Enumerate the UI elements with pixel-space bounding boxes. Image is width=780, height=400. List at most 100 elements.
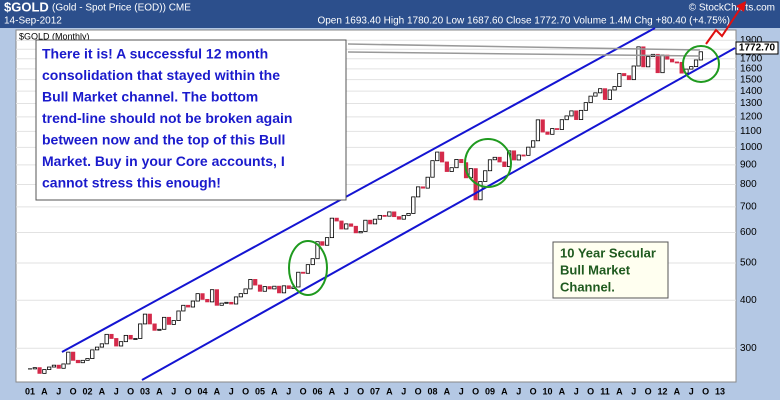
x-tick-label: J xyxy=(114,386,119,396)
candle xyxy=(66,351,71,365)
annotation-line: 10 Year Secular xyxy=(560,245,656,260)
candle xyxy=(607,89,612,100)
x-tick-label: A xyxy=(386,386,393,396)
y-tick-label: 1900 xyxy=(740,35,763,46)
pointer xyxy=(347,51,701,57)
candle xyxy=(626,75,632,81)
x-tick-label: O xyxy=(242,386,249,396)
candle xyxy=(118,341,124,347)
candle xyxy=(205,298,210,303)
candle xyxy=(176,310,181,321)
source: © StockCharts.com xyxy=(689,3,775,14)
x-tick-label: 08 xyxy=(427,386,437,396)
candle xyxy=(368,219,373,225)
x-tick-label: O xyxy=(702,386,709,396)
candle xyxy=(420,186,426,189)
x-tick-label: 09 xyxy=(485,386,495,396)
pointer xyxy=(347,43,701,51)
candle xyxy=(229,301,234,305)
candle xyxy=(133,338,138,340)
y-tick-label: 600 xyxy=(740,227,757,238)
circle xyxy=(682,45,720,83)
y-tick-label: 700 xyxy=(740,201,757,212)
candle xyxy=(382,214,387,217)
x-tick-label: O xyxy=(472,386,479,396)
x-tick-label: 13 xyxy=(715,386,725,396)
candle xyxy=(598,88,603,94)
candle xyxy=(564,115,569,121)
candle xyxy=(32,367,37,370)
candle xyxy=(277,285,282,294)
candle xyxy=(109,333,114,339)
x-tick-label: A xyxy=(214,386,221,396)
x-tick-label: J xyxy=(171,386,176,396)
candle xyxy=(492,156,497,161)
candle xyxy=(56,364,61,369)
x-tick-label: O xyxy=(185,386,192,396)
candle xyxy=(310,258,315,266)
candle xyxy=(224,301,229,304)
x-tick-label: A xyxy=(329,386,336,396)
candle xyxy=(157,328,162,331)
candle xyxy=(320,241,325,246)
x-tick-label: O xyxy=(645,386,652,396)
x-tick-label: O xyxy=(127,386,134,396)
annotation-line: Bull Market xyxy=(560,262,631,277)
candle xyxy=(396,216,402,220)
candle xyxy=(449,167,454,172)
candle xyxy=(329,217,334,239)
candle xyxy=(296,271,301,288)
candle xyxy=(166,316,172,325)
y-tick-label: 1200 xyxy=(740,112,763,123)
candle xyxy=(94,346,100,351)
candle xyxy=(281,285,287,294)
candle xyxy=(257,284,263,292)
candle xyxy=(339,220,344,230)
candle xyxy=(214,289,219,306)
x-tick-label: O xyxy=(415,386,422,396)
x-tick-label: A xyxy=(99,386,106,396)
candle xyxy=(75,359,81,364)
candle xyxy=(363,219,368,232)
x-tick-label: A xyxy=(444,386,451,396)
circle xyxy=(288,240,328,296)
candle xyxy=(142,313,148,325)
candle xyxy=(454,159,459,169)
candle xyxy=(200,293,205,300)
candle xyxy=(521,154,526,157)
candle xyxy=(550,128,555,135)
y-tick-label: 900 xyxy=(740,160,757,171)
candle xyxy=(123,334,128,343)
candle xyxy=(190,300,196,308)
y-tick-label: 1000 xyxy=(740,142,763,153)
annotation-line: Channel. xyxy=(560,279,615,294)
candle xyxy=(435,151,440,162)
x-tick-label: J xyxy=(574,386,579,396)
candle xyxy=(636,46,641,67)
x-tick-label: O xyxy=(587,386,594,396)
candle xyxy=(195,293,200,302)
x-tick-label: J xyxy=(344,386,349,396)
annotation-line: between now and the top of this Bull xyxy=(42,132,285,148)
candle xyxy=(334,217,339,222)
candle xyxy=(344,223,349,230)
quote: Open 1693.40 High 1780.20 Low 1687.60 Cl… xyxy=(317,16,730,27)
y-tick-label: 300 xyxy=(740,343,757,354)
candle xyxy=(51,364,57,368)
candle xyxy=(305,264,311,274)
candle xyxy=(593,92,598,97)
candle xyxy=(425,176,430,189)
candle xyxy=(353,225,358,234)
candle xyxy=(588,95,593,104)
candle xyxy=(71,351,76,361)
subtitle: (Gold - Spot Price (EOD)) CME xyxy=(52,3,191,14)
y-tick-label: 1600 xyxy=(740,64,763,75)
x-tick-label: 04 xyxy=(197,386,207,396)
x-tick-label: 03 xyxy=(140,386,150,396)
x-tick-label: A xyxy=(41,386,48,396)
x-tick-label: O xyxy=(357,386,364,396)
candle xyxy=(377,214,382,220)
y-tick-label: 1700 xyxy=(740,53,763,64)
candle xyxy=(540,119,545,133)
candle xyxy=(80,359,85,364)
